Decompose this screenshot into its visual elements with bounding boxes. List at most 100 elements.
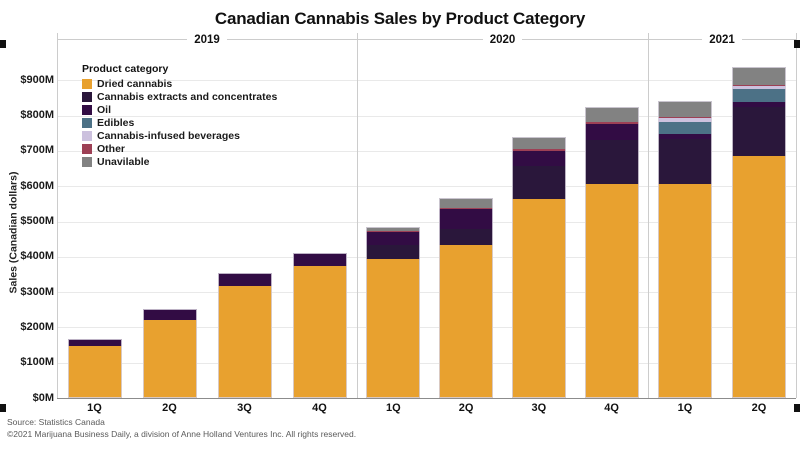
- y-tick-label: $600M: [20, 179, 54, 192]
- x-tick-label: 3Q: [237, 402, 252, 414]
- x-axis-line: [57, 398, 796, 399]
- x-tick-label: 2Q: [458, 402, 474, 414]
- x-tick-label: 4Q: [312, 402, 327, 414]
- bar-segment-oil: [658, 133, 712, 139]
- legend-item-list: Dried cannabis Cannabis extracts and conc…: [82, 78, 277, 168]
- y-tick-label: $400M: [20, 250, 54, 263]
- y-tick-label: $100M: [20, 356, 54, 369]
- bar-segment-dried-cannabis: [217, 286, 272, 398]
- bar-segment-unavilable: [584, 107, 639, 122]
- y-tick-label: $200M: [20, 320, 54, 333]
- bar-segment-cannabis-extracts-and-concentrates: [511, 165, 566, 199]
- y-tick-label: $800M: [20, 109, 54, 122]
- bar-segment-other: [439, 207, 494, 210]
- gridline: [57, 150, 796, 152]
- panel-separator: [648, 33, 649, 398]
- x-tick-label: 3Q: [531, 402, 547, 414]
- legend-swatch-icon: [82, 79, 92, 90]
- bar-segment-cannabis-extracts-and-concentrates: [439, 229, 494, 246]
- year-label: 2019: [194, 33, 220, 46]
- year-label: 2020: [489, 33, 516, 46]
- legend-item: Other: [82, 142, 277, 155]
- bar-segment-other: [658, 117, 712, 119]
- copyright-text: ©2021 Marijuana Business Daily, a divisi…: [7, 429, 357, 439]
- bar-segment-dried-cannabis: [584, 183, 639, 398]
- corner-mark: [0, 40, 6, 48]
- x-tick-label: 2Q: [162, 402, 177, 414]
- legend-swatch-icon: [82, 92, 92, 103]
- year-header: 2021: [648, 33, 796, 46]
- corner-mark: [0, 404, 6, 412]
- legend-item: Dried cannabis: [82, 78, 277, 91]
- bar-segment-other: [584, 121, 639, 124]
- legend: Product category Dried cannabis Cannabis …: [82, 63, 277, 168]
- legend-label: Dried cannabis: [97, 78, 173, 91]
- gridline: [57, 292, 796, 294]
- year-header-line: [357, 39, 483, 40]
- gridline: [57, 80, 796, 82]
- bar-segment-cannabis-extracts-and-concentrates: [584, 140, 639, 184]
- x-tick-label: 1Q: [87, 402, 102, 414]
- y-tick-label: $500M: [20, 215, 54, 227]
- legend-swatch-icon: [82, 143, 92, 154]
- year-header-line: [741, 39, 796, 40]
- bar-segment-edibles: [732, 88, 786, 103]
- panel-separator: [357, 33, 358, 398]
- panel-separator: [57, 33, 58, 398]
- bar-segment-unavilable: [366, 227, 421, 232]
- year-header-line: [522, 39, 648, 40]
- x-tick-label: 1Q: [677, 402, 693, 414]
- bar-segment-unavilable: [439, 197, 494, 208]
- gridline: [57, 256, 796, 258]
- bar-segment-dried-cannabis: [732, 155, 786, 398]
- year-header-line: [57, 39, 188, 40]
- bar-segment-cannabis-extracts-and-concentrates: [658, 138, 712, 184]
- x-tick-label: 2Q: [751, 402, 767, 414]
- legend-label: Cannabis extracts and concentrates: [97, 91, 278, 104]
- gridline: [57, 186, 796, 188]
- bar-segment-dried-cannabis: [511, 198, 566, 398]
- legend-swatch-icon: [82, 156, 92, 167]
- legend-item: Cannabis-infused beverages: [82, 130, 277, 143]
- bar-segment-unavilable: [732, 67, 786, 85]
- bar-segment-oil: [67, 339, 122, 347]
- bar-segment-cannabis-extracts-and-concentrates: [732, 107, 786, 156]
- bar-segment-oil: [511, 150, 566, 166]
- legend-swatch-icon: [82, 118, 92, 129]
- legend-item: Unavilable: [82, 155, 277, 168]
- year-header: 2020: [357, 33, 648, 46]
- bar-segment-edibles: [658, 121, 712, 134]
- year-header-line: [648, 39, 703, 40]
- corner-mark: [794, 404, 800, 412]
- legend-item: Edibles: [82, 117, 277, 130]
- corner-mark: [794, 40, 800, 48]
- bar-segment-unavilable: [658, 101, 712, 117]
- bar-segment-oil: [292, 252, 347, 266]
- bar-segment-cannabis-extracts-and-concentrates: [366, 245, 421, 259]
- bar-segment-oil: [217, 272, 272, 287]
- bar-segment-cannabis-infused-beverages: [732, 85, 786, 89]
- bar-segment-dried-cannabis: [67, 346, 122, 398]
- legend-title: Product category: [82, 63, 169, 75]
- gridline: [57, 362, 796, 364]
- bar-segment-other: [732, 84, 786, 86]
- legend-item: Cannabis extracts and concentrates: [82, 91, 277, 104]
- year-header: 2019: [57, 33, 357, 46]
- panel-separator: [796, 33, 797, 398]
- bar-segment-unavilable: [511, 136, 566, 150]
- legend-label: Cannabis-infused beverages: [97, 130, 240, 142]
- x-tick-label: 4Q: [604, 402, 619, 414]
- gridline: [57, 115, 796, 117]
- bar-segment-dried-cannabis: [366, 258, 421, 398]
- source-text: Source: Statistics Canada: [7, 417, 105, 427]
- year-header-line: [226, 39, 357, 40]
- bar-segment-cannabis-infused-beverages: [658, 118, 712, 122]
- year-label: 2021: [709, 33, 735, 46]
- legend-item: Oil: [82, 104, 277, 117]
- bar-segment-dried-cannabis: [292, 265, 347, 398]
- bar-segment-dried-cannabis: [658, 183, 712, 398]
- x-tick-label: 1Q: [386, 402, 401, 414]
- y-tick-label: $300M: [20, 285, 54, 298]
- bar-segment-oil: [366, 231, 421, 246]
- bar-segment-dried-cannabis: [439, 245, 494, 398]
